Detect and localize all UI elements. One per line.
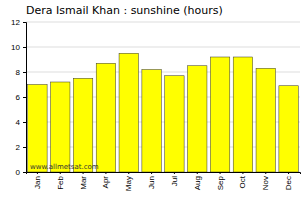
annotation: www.allmetsat.com (30, 163, 99, 171)
x-tick-mark (174, 172, 175, 174)
bar (210, 57, 229, 172)
x-tick-mark (60, 172, 61, 174)
bar (119, 53, 138, 172)
bar (256, 68, 275, 172)
x-tick-mark (265, 172, 266, 174)
x-tick: Nov (261, 172, 270, 190)
x-tick-label: Feb (56, 175, 65, 189)
bar (165, 76, 184, 172)
x-axis: Jan Feb Mar Apr May Jun Jul Aug Sep Oct Nov Dec (27, 172, 301, 191)
bar (279, 86, 298, 172)
grid (26, 22, 300, 172)
grid-line (26, 22, 300, 23)
y-tick: 8 (16, 68, 26, 77)
x-tick-label: Aug (193, 176, 202, 190)
x-tick-label: Nov (261, 176, 270, 190)
x-tick-label: May (124, 176, 133, 191)
x-tick: May (124, 172, 133, 191)
x-tick: Sep (216, 172, 225, 190)
y-tick: 2 (16, 143, 26, 152)
x-tick: Dec (284, 172, 293, 190)
x-tick-mark (83, 172, 84, 174)
x-tick-mark (37, 172, 38, 174)
x-tick-label: Dec (284, 176, 293, 190)
y-tick-label: 0 (16, 168, 21, 177)
x-tick-label: Mar (79, 176, 88, 190)
bar (233, 57, 252, 172)
y-tick-mark (23, 147, 26, 148)
x-tick: Feb (56, 172, 65, 190)
plot: 0 2 4 6 8 10 12 Jan Feb Mar Apr May Jun Jul Aug Sep Oct N… (11, 18, 300, 191)
x-tick-mark (151, 172, 152, 174)
bars (28, 53, 299, 172)
y-tick-label: 2 (16, 143, 21, 152)
y-tick: 6 (16, 93, 26, 102)
y-tick: 10 (11, 43, 26, 52)
bar (188, 66, 207, 172)
bar (28, 85, 47, 173)
x-tick-label: Apr (101, 176, 110, 189)
x-tick: Jul (170, 172, 179, 186)
y-tick-label: 10 (11, 43, 20, 52)
x-tick-mark (128, 172, 129, 174)
x-tick-label: Sep (216, 175, 225, 190)
y-tick: 4 (16, 118, 26, 127)
x-tick: Jun (147, 172, 156, 189)
bar (96, 63, 115, 172)
x-tick: Jan (33, 172, 42, 189)
x-tick-label: Jun (147, 176, 156, 189)
y-tick-label: 6 (16, 93, 21, 102)
y-tick-mark (23, 72, 26, 73)
x-tick-mark (288, 172, 289, 174)
title: Dera Ismail Khan : sunshine (hours) (26, 4, 223, 17)
x-tick-mark (197, 172, 198, 174)
x-tick-mark (242, 172, 243, 174)
x-tick: Apr (101, 172, 110, 188)
y-tick: 12 (11, 18, 26, 27)
x-tick-mark (105, 172, 106, 174)
y-tick-mark (23, 47, 26, 48)
y-tick-label: 8 (16, 68, 21, 77)
x-tick-label: Oct (238, 175, 247, 188)
y-axis: 0 2 4 6 8 10 12 (11, 18, 26, 177)
y-tick-mark (23, 97, 26, 98)
y-axis-line (23, 23, 27, 173)
x-tick: Aug (193, 172, 202, 190)
chart: 0 2 4 6 8 10 12 Jan Feb Mar Apr May Jun Jul Aug Sep Oct N… (0, 0, 306, 200)
x-tick-label: Jul (170, 176, 179, 186)
x-tick-label: Jan (33, 176, 42, 189)
bar (51, 82, 70, 172)
y-tick-mark (23, 22, 26, 23)
x-tick: Mar (79, 172, 88, 190)
bar (73, 78, 92, 172)
y-tick-mark (23, 172, 26, 173)
y-tick-label: 12 (11, 18, 20, 27)
y-tick-label: 4 (16, 118, 21, 127)
grid-line (26, 47, 300, 48)
y-tick: 0 (16, 168, 26, 177)
x-tick: Oct (238, 172, 247, 188)
x-axis-line (27, 173, 301, 175)
bar (142, 70, 161, 173)
y-tick-mark (23, 122, 26, 123)
x-tick-mark (220, 172, 221, 174)
